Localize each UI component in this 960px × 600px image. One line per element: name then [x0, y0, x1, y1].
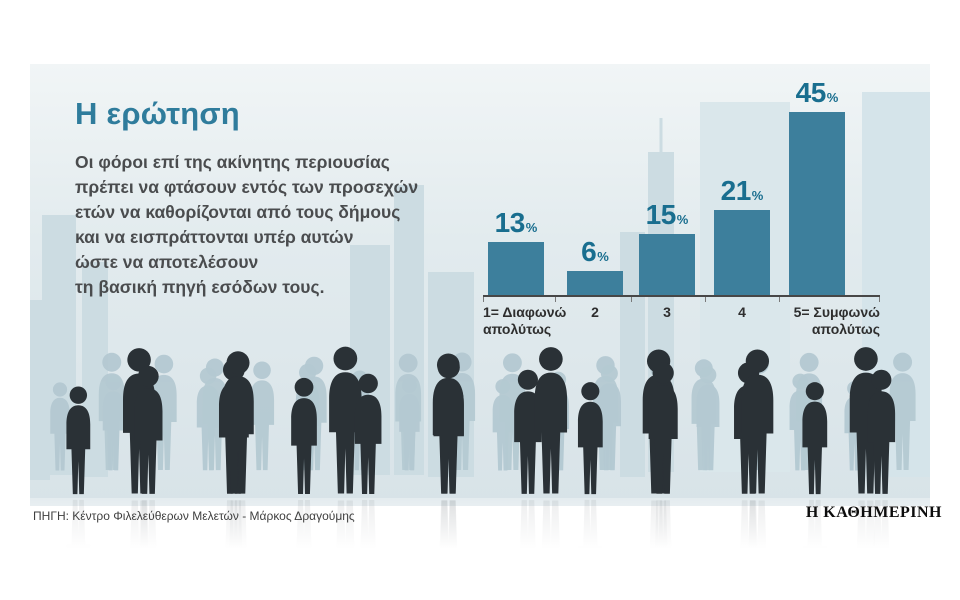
chart-bar	[567, 271, 623, 295]
axis-tick	[555, 297, 556, 302]
bar-value-label: 15%	[645, 199, 689, 230]
axis-tick	[779, 297, 780, 302]
bar-value-label: 13%	[494, 207, 538, 238]
bar-value-label: 6%	[581, 236, 609, 267]
chart-bar	[488, 242, 544, 295]
bar-value-label: 45%	[795, 77, 839, 108]
page-title: Η ερώτηση	[75, 96, 240, 131]
chart-bar	[639, 234, 695, 295]
axis-category-label: 3	[663, 304, 671, 320]
chart-bar	[789, 112, 845, 295]
question-text: Οι φόροι επί της ακίνητης περιουσίας πρέ…	[75, 152, 419, 297]
reflection-fade	[30, 498, 930, 560]
axis-category-label: 4	[738, 304, 746, 320]
axis-category-label: 1= Διαφωνώ απολύτως	[483, 304, 567, 337]
axis-category-label: 5= Συμφωνώ απολύτως	[793, 304, 880, 337]
brand-logo: Η ΚΑΘΗΜΕΡΙΝΗ	[805, 504, 942, 521]
chart-bar	[714, 210, 770, 295]
axis-category-label: 2	[591, 304, 599, 320]
bar-value-label: 21%	[720, 175, 764, 206]
bar-chart: 13% 1= Διαφωνώ απολύτως 6% 2 15% 3 21% 4 45% 5= Σ…	[483, 78, 880, 355]
x-axis-line	[483, 295, 880, 297]
axis-tick	[483, 297, 484, 302]
axis-tick	[631, 297, 632, 302]
axis-tick	[705, 297, 706, 302]
axis-tick	[879, 297, 880, 302]
source-text: ΠΗΓΗ: Κέντρο Φιλελεύθερων Μελετών - Μάρκ…	[33, 509, 355, 523]
scene-graphic	[30, 92, 930, 560]
